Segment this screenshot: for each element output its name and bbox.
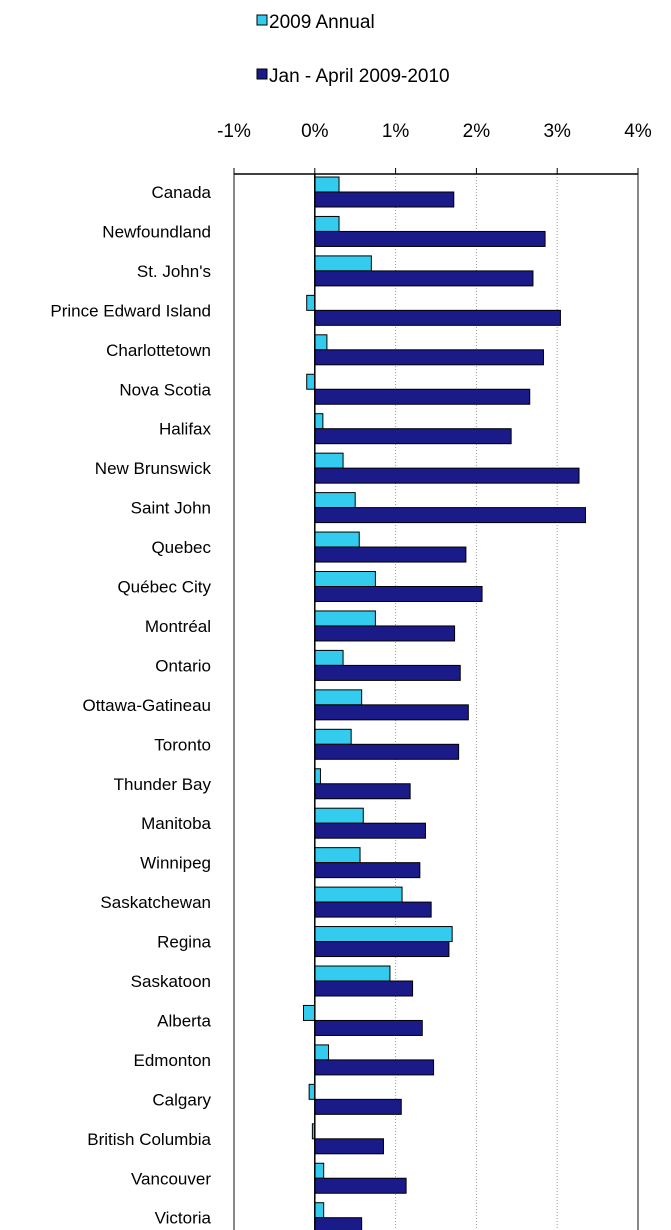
category-label: British Columbia bbox=[87, 1130, 211, 1149]
bar-jan-april bbox=[314, 743, 460, 760]
bar-jan-april bbox=[314, 704, 469, 721]
bar-2009-annual bbox=[306, 373, 316, 390]
bar-2009-annual bbox=[314, 413, 324, 430]
bar-2009-annual bbox=[314, 1044, 330, 1061]
bar-2009-annual bbox=[314, 492, 356, 509]
bar-jan-april bbox=[314, 230, 546, 247]
bar-2009-annual bbox=[308, 1083, 316, 1100]
plot-frame bbox=[233, 168, 639, 1230]
category-label: Victoria bbox=[155, 1209, 212, 1228]
bar-2009-annual bbox=[314, 610, 376, 627]
bar-jan-april bbox=[314, 507, 586, 524]
bar-jan-april bbox=[314, 1019, 423, 1036]
category-label: Newfoundland bbox=[102, 222, 211, 241]
category-label: Edmonton bbox=[134, 1051, 212, 1070]
category-label: Nova Scotia bbox=[119, 380, 211, 399]
category-label: Saskatoon bbox=[131, 972, 211, 991]
bar-jan-april bbox=[314, 428, 512, 445]
bar-jan-april bbox=[314, 546, 467, 563]
category-label: New Brunswick bbox=[95, 459, 212, 478]
bar-2009-annual bbox=[314, 728, 352, 745]
bar-jan-april bbox=[314, 1177, 407, 1194]
x-tick-label: 3% bbox=[543, 121, 571, 142]
category-label: Saint John bbox=[131, 499, 211, 518]
bar-jan-april bbox=[314, 664, 461, 681]
bar-2009-annual bbox=[314, 531, 360, 548]
bar-2009-annual bbox=[314, 965, 391, 982]
bar-2009-annual bbox=[314, 571, 376, 587]
category-label: St. John's bbox=[137, 262, 211, 281]
category-label: Quebec bbox=[151, 538, 211, 557]
x-tick-label: 1% bbox=[382, 121, 410, 142]
category-label: Calgary bbox=[152, 1090, 211, 1109]
bar-2009-annual bbox=[314, 807, 364, 824]
bar-jan-april bbox=[314, 309, 561, 326]
bar-jan-april bbox=[314, 783, 411, 800]
bar-2009-annual bbox=[314, 176, 340, 193]
category-label: Montréal bbox=[145, 617, 211, 636]
category-labels: Canada Newfoundland St. John's Prince Edwar… bbox=[50, 183, 211, 1228]
category-label: Winnipeg bbox=[140, 854, 211, 873]
bar-2009-annual bbox=[314, 847, 361, 864]
bar-2009-annual bbox=[314, 452, 344, 469]
bar-jan-april bbox=[314, 1217, 363, 1230]
category-label: Halifax bbox=[159, 420, 211, 439]
category-label: Ottawa-Gatineau bbox=[82, 696, 211, 715]
x-axis-ticks: -1% 0% 1% 2% 3% 4% bbox=[217, 121, 652, 142]
x-tick-label: 4% bbox=[624, 121, 652, 142]
bar-jan-april bbox=[314, 270, 534, 287]
legend-label: 2009 Annual bbox=[269, 12, 375, 33]
category-label: Canada bbox=[151, 183, 211, 202]
bar-2009-annual bbox=[314, 255, 372, 272]
category-label: Saskatchewan bbox=[100, 893, 211, 912]
bar-jan-april bbox=[314, 467, 580, 484]
bar-2009-annual bbox=[306, 294, 316, 311]
category-label: Prince Edward Island bbox=[50, 301, 211, 320]
category-label: Toronto bbox=[154, 735, 211, 754]
bar-2009-annual bbox=[314, 689, 363, 706]
legend-swatch bbox=[256, 68, 268, 80]
bar-2009-annual bbox=[314, 215, 340, 232]
bar-2009-annual bbox=[314, 768, 321, 785]
bar-2009-annual bbox=[314, 649, 344, 666]
category-label: Manitoba bbox=[141, 814, 211, 833]
legend-label: Jan - April 2009-2010 bbox=[269, 66, 450, 87]
bar-jan-april bbox=[314, 901, 432, 918]
category-label: Vancouver bbox=[131, 1169, 211, 1188]
bar-jan-april bbox=[314, 1098, 402, 1115]
legend-swatch bbox=[256, 14, 268, 26]
bar-2009-annual bbox=[314, 1162, 325, 1179]
x-tick-label: -1% bbox=[217, 121, 251, 142]
bar-jan-april bbox=[314, 1059, 435, 1076]
bar-jan-april bbox=[314, 349, 544, 366]
bar-2009-annual bbox=[314, 334, 328, 351]
bar-2009-annual bbox=[314, 1202, 325, 1219]
category-label: Québec City bbox=[117, 578, 211, 597]
bar-2009-annual bbox=[314, 886, 403, 903]
bar-jan-april bbox=[314, 586, 483, 602]
legend: 2009 Annual Jan - April 2009-2010 bbox=[256, 12, 450, 87]
x-tick-label: 2% bbox=[463, 121, 491, 142]
category-label: Alberta bbox=[157, 1011, 211, 1030]
bar-jan-april bbox=[314, 625, 456, 642]
bars bbox=[302, 176, 586, 1230]
bar-jan-april bbox=[314, 822, 426, 839]
category-label: Thunder Bay bbox=[114, 775, 212, 794]
bar-jan-april bbox=[314, 1138, 384, 1155]
bar-2009-annual bbox=[314, 926, 453, 943]
category-label: Charlottetown bbox=[106, 341, 211, 360]
bar-jan-april bbox=[314, 941, 450, 958]
bar-jan-april bbox=[314, 191, 455, 208]
bar-jan-april bbox=[314, 388, 531, 405]
category-label: Regina bbox=[157, 933, 211, 952]
bar-2009-annual bbox=[302, 1004, 316, 1021]
bar-jan-april bbox=[314, 980, 414, 997]
x-tick-label: 0% bbox=[301, 121, 329, 142]
bar-jan-april bbox=[314, 862, 421, 879]
category-label: Ontario bbox=[155, 656, 211, 675]
